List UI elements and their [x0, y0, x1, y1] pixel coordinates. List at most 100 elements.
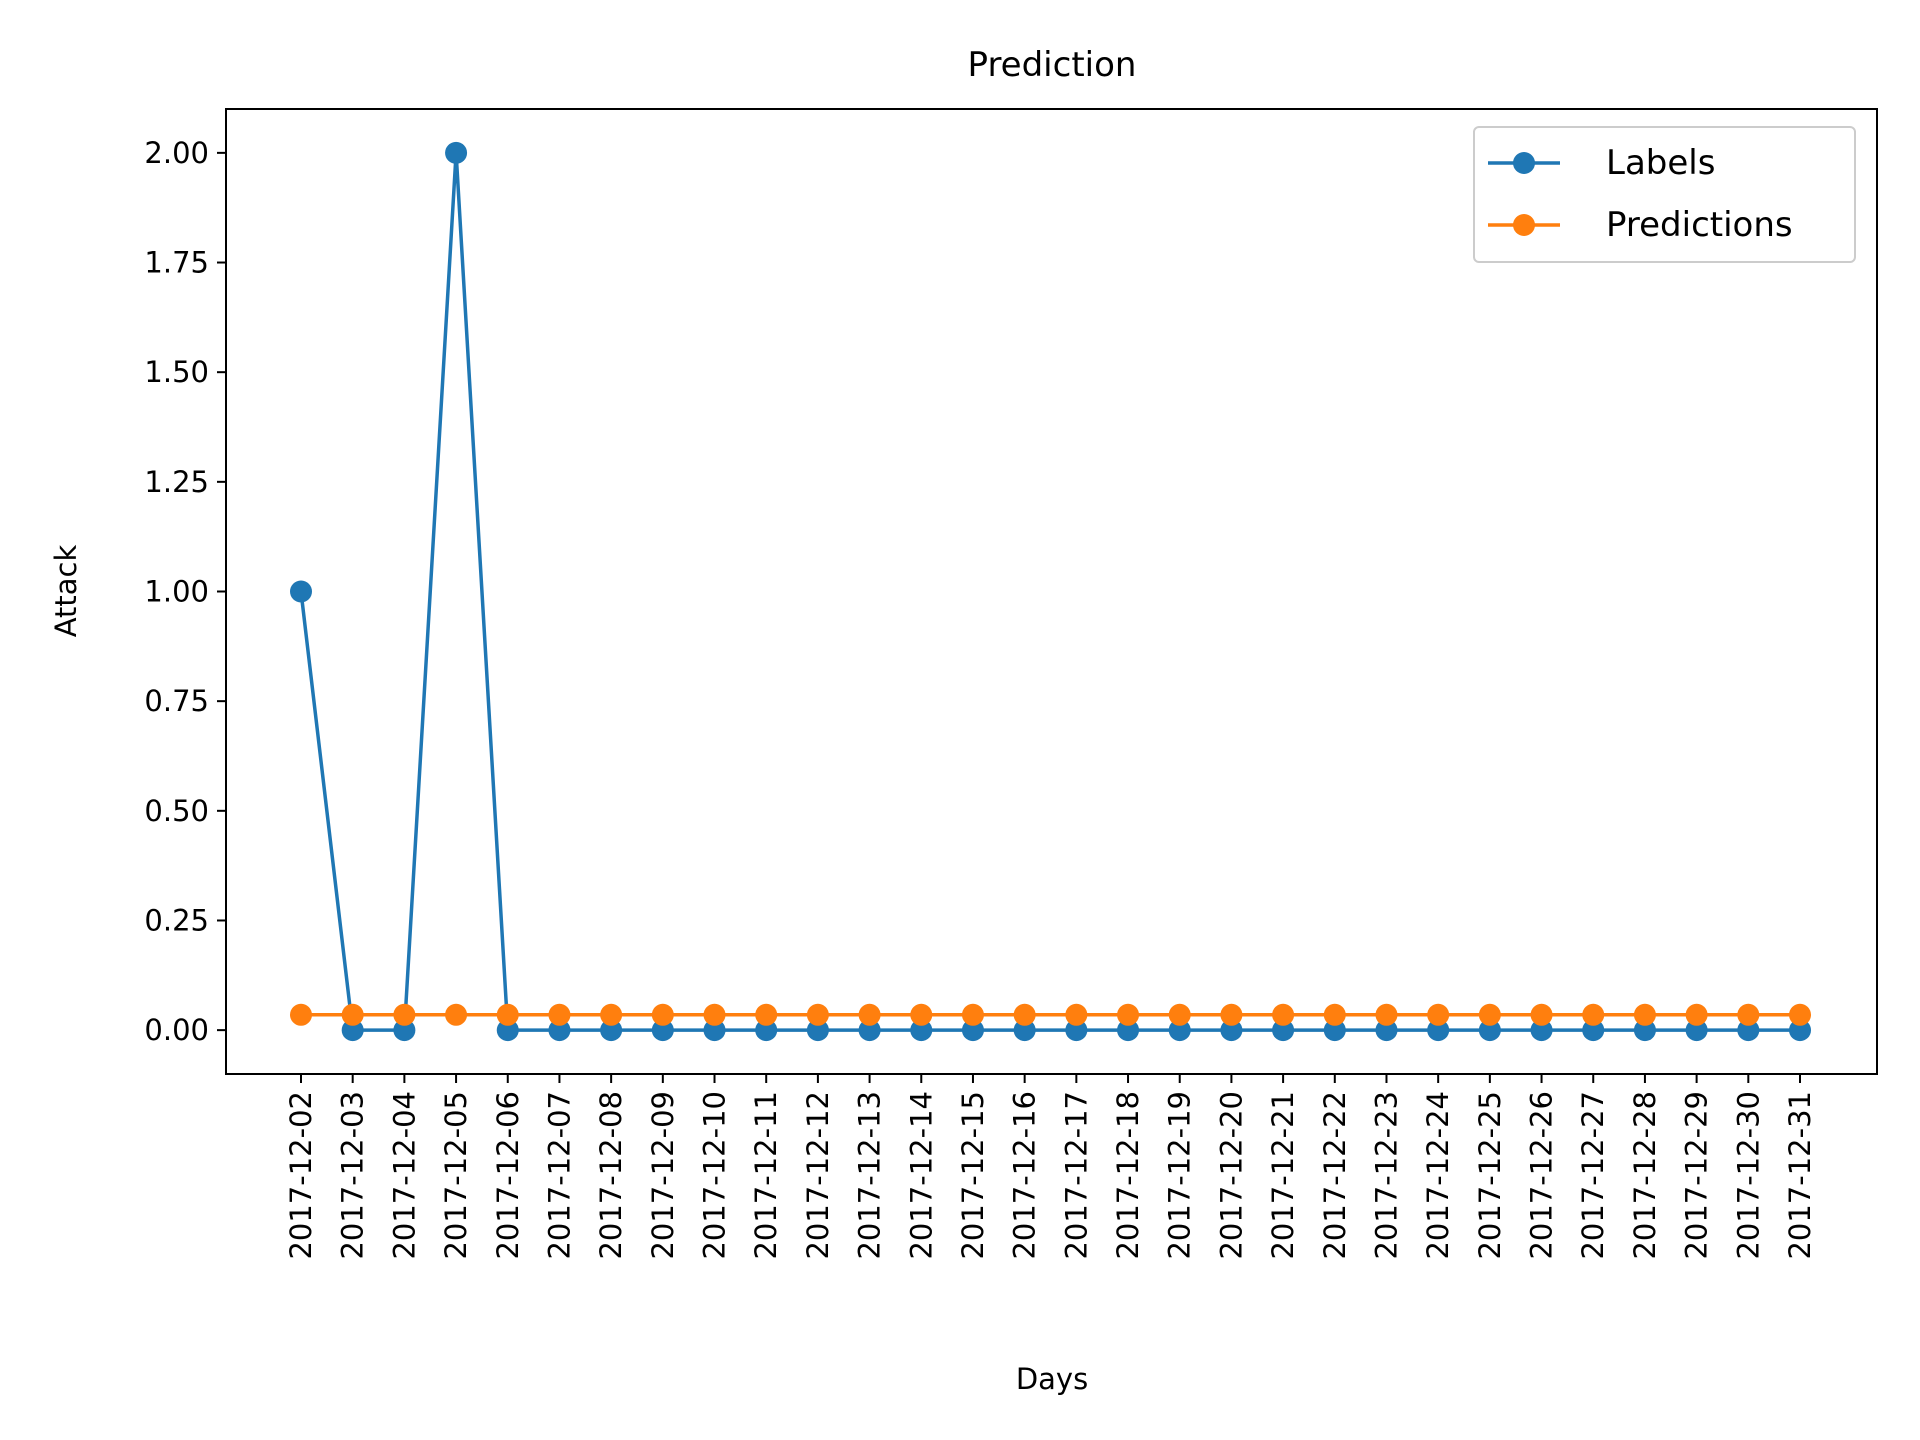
- x-tick-label: 2017-12-22: [1318, 1091, 1352, 1260]
- y-axis-label: Attack: [49, 545, 83, 638]
- x-tick-label: 2017-12-11: [749, 1091, 783, 1260]
- data-point-labels: [548, 1019, 571, 1042]
- x-tick-label: 2017-12-30: [1731, 1091, 1765, 1260]
- data-point-labels: [1168, 1019, 1191, 1042]
- x-tick-label: 2017-12-07: [542, 1091, 576, 1260]
- x-tick-label: 2017-12-02: [284, 1091, 318, 1260]
- data-point-predictions: [1789, 1003, 1811, 1026]
- x-tick-label: 2017-12-17: [1059, 1091, 1093, 1260]
- x-tick-label: 2017-12-05: [439, 1091, 473, 1260]
- y-tick-label: 0.00: [144, 1013, 209, 1047]
- x-tick-label: 2017-12-13: [853, 1091, 887, 1260]
- x-tick-label: 2017-12-27: [1576, 1091, 1610, 1260]
- data-point-predictions: [806, 1003, 829, 1026]
- data-point-labels: [445, 141, 468, 164]
- y-tick-label: 1.25: [144, 465, 209, 499]
- data-point-predictions: [1323, 1003, 1346, 1026]
- y-tick-label: 1.50: [144, 355, 209, 389]
- data-point-predictions: [755, 1003, 778, 1026]
- y-tick-label: 1.00: [144, 575, 209, 609]
- x-tick-label: 2017-12-14: [904, 1091, 938, 1260]
- data-point-predictions: [290, 1003, 312, 1026]
- x-tick-label: 2017-12-25: [1473, 1091, 1507, 1260]
- data-point-predictions: [548, 1003, 571, 1026]
- data-point-labels: [1117, 1019, 1140, 1042]
- x-tick-label: 2017-12-03: [336, 1091, 370, 1260]
- x-tick-label: 2017-12-06: [491, 1091, 525, 1260]
- legend: Labels Predictions: [1473, 126, 1856, 263]
- x-tick-label: 2017-12-19: [1163, 1091, 1197, 1260]
- y-tick-label: 0.75: [144, 684, 209, 718]
- legend-marker-predictions: [1513, 214, 1535, 236]
- y-tick-label: 2.00: [144, 136, 209, 170]
- data-point-labels: [910, 1019, 933, 1042]
- data-point-labels: [703, 1019, 726, 1042]
- data-point-labels: [1685, 1019, 1708, 1042]
- x-tick-label: 2017-12-09: [646, 1091, 680, 1260]
- data-point-labels: [393, 1019, 416, 1042]
- x-tick-label: 2017-12-10: [698, 1091, 732, 1260]
- data-point-predictions: [341, 1003, 364, 1026]
- data-point-predictions: [1065, 1003, 1088, 1026]
- data-point-labels: [600, 1019, 623, 1042]
- data-point-labels: [1065, 1019, 1088, 1042]
- data-point-labels: [341, 1019, 364, 1042]
- legend-marker-labels: [1513, 152, 1535, 174]
- x-tick-label: 2017-12-12: [801, 1091, 835, 1260]
- data-point-labels: [1220, 1019, 1243, 1042]
- data-point-predictions: [1117, 1003, 1140, 1026]
- x-tick-label: 2017-12-29: [1680, 1091, 1714, 1260]
- data-point-predictions: [496, 1003, 519, 1026]
- x-tick-label: 2017-12-23: [1369, 1091, 1403, 1260]
- data-point-labels: [1789, 1019, 1811, 1042]
- data-point-labels: [806, 1019, 829, 1042]
- data-point-labels: [651, 1019, 674, 1042]
- x-tick-label: 2017-12-31: [1783, 1091, 1817, 1260]
- y-tick-label: 0.50: [144, 794, 209, 828]
- data-point-labels: [1272, 1019, 1295, 1042]
- data-point-labels: [1013, 1019, 1036, 1042]
- x-tick-label: 2017-12-08: [594, 1091, 628, 1260]
- x-tick-label: 2017-12-15: [956, 1091, 990, 1260]
- data-point-labels: [290, 580, 312, 603]
- data-point-predictions: [1737, 1003, 1760, 1026]
- data-point-labels: [1737, 1019, 1760, 1042]
- chart-title: Prediction: [968, 45, 1137, 85]
- data-point-predictions: [910, 1003, 933, 1026]
- data-point-predictions: [445, 1003, 468, 1026]
- y-tick-label: 0.25: [144, 903, 209, 937]
- legend-label-labels: Labels: [1606, 143, 1715, 183]
- data-point-predictions: [1220, 1003, 1243, 1026]
- plot-frame: [225, 108, 1878, 1075]
- data-point-predictions: [651, 1003, 674, 1026]
- x-tick-label: 2017-12-21: [1266, 1091, 1300, 1260]
- data-point-predictions: [1168, 1003, 1191, 1026]
- data-point-labels: [858, 1019, 881, 1042]
- data-point-labels: [1582, 1019, 1605, 1042]
- data-point-labels: [1375, 1019, 1398, 1042]
- x-tick-label: 2017-12-04: [387, 1091, 421, 1260]
- x-tick-label: 2017-12-20: [1214, 1091, 1248, 1260]
- x-tick-label: 2017-12-24: [1421, 1091, 1455, 1260]
- data-point-predictions: [1685, 1003, 1708, 1026]
- y-tick-label: 1.75: [144, 246, 209, 280]
- data-point-labels: [755, 1019, 778, 1042]
- data-point-labels: [1633, 1019, 1656, 1042]
- data-point-predictions: [703, 1003, 726, 1026]
- data-point-predictions: [1582, 1003, 1605, 1026]
- x-tick-label: 2017-12-26: [1525, 1091, 1559, 1260]
- data-point-predictions: [1013, 1003, 1036, 1026]
- data-point-labels: [496, 1019, 519, 1042]
- x-tick-label: 2017-12-18: [1111, 1091, 1145, 1260]
- x-tick-label: 2017-12-16: [1008, 1091, 1042, 1260]
- data-point-predictions: [600, 1003, 623, 1026]
- data-point-predictions: [1375, 1003, 1398, 1026]
- legend-frame: [1473, 126, 1856, 263]
- data-point-predictions: [961, 1003, 984, 1026]
- data-point-labels: [1323, 1019, 1346, 1042]
- x-tick-label: 2017-12-28: [1628, 1091, 1662, 1260]
- data-point-predictions: [393, 1003, 416, 1026]
- data-point-predictions: [1633, 1003, 1656, 1026]
- data-point-predictions: [1478, 1003, 1501, 1026]
